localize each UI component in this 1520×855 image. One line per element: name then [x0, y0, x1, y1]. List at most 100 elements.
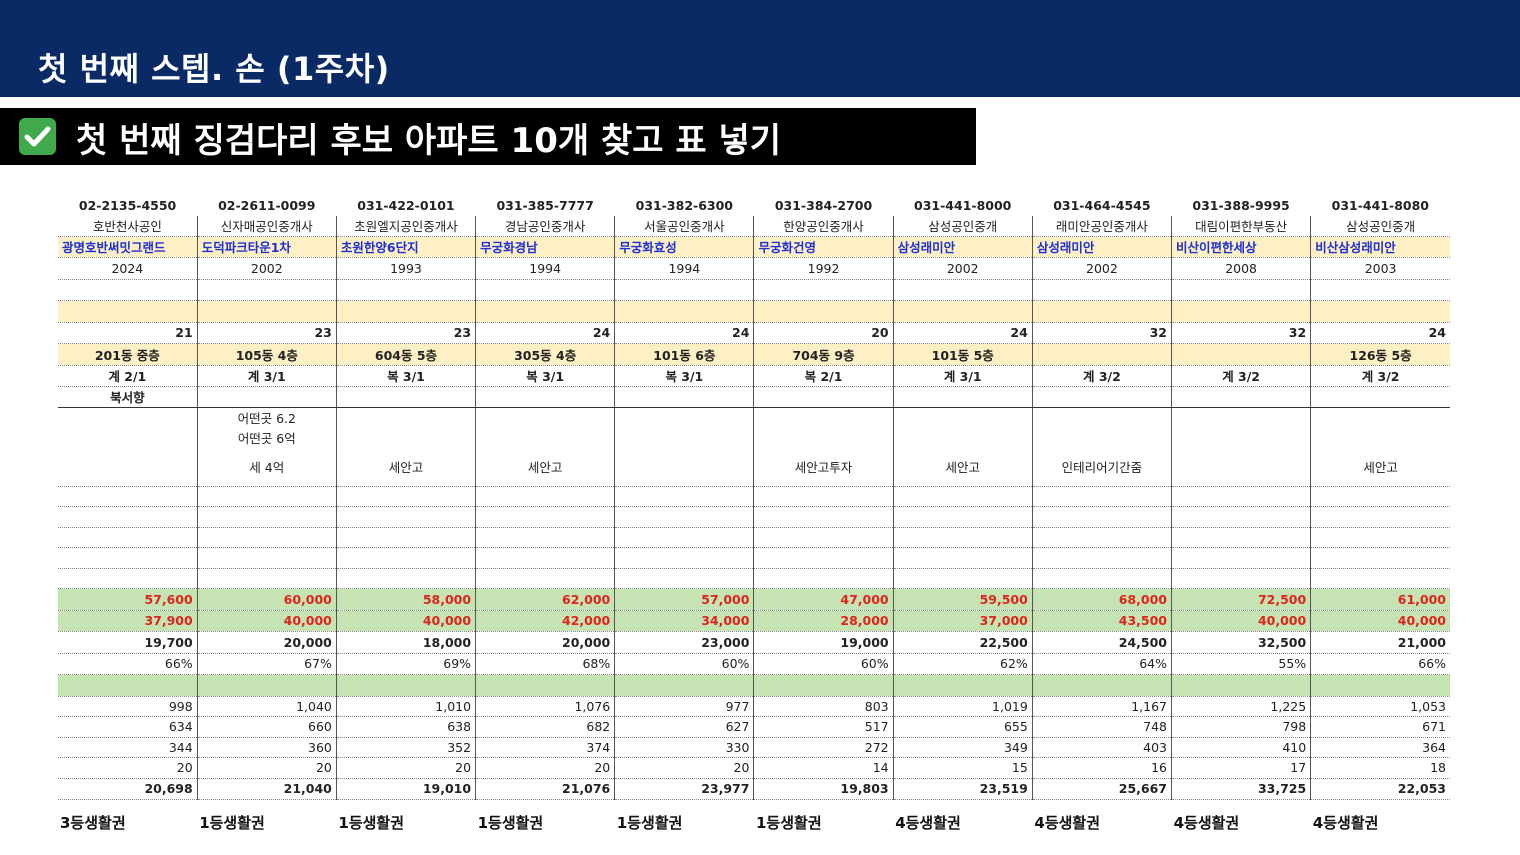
cell[interactable]: 무궁화효성 — [614, 236, 755, 258]
cell[interactable]: 서울공인중개사 — [614, 215, 755, 237]
cell[interactable]: 24,500 — [1032, 631, 1173, 654]
cell[interactable]: 998 — [58, 696, 198, 717]
cell[interactable]: 세안고 — [336, 448, 477, 487]
cell[interactable]: 68% — [475, 653, 616, 675]
cell[interactable]: 22,500 — [893, 631, 1033, 654]
cell[interactable] — [336, 407, 477, 428]
cell[interactable]: 경남공인중개사 — [475, 215, 616, 237]
cell[interactable] — [58, 486, 198, 507]
cell[interactable]: 748 — [1032, 716, 1173, 738]
cell[interactable]: 410 — [1171, 737, 1312, 758]
cell[interactable]: 374 — [475, 737, 616, 758]
cell[interactable]: 330 — [614, 737, 755, 758]
cell[interactable] — [475, 407, 616, 428]
cell[interactable]: 47,000 — [753, 588, 894, 611]
cell[interactable] — [58, 279, 198, 301]
cell[interactable] — [1171, 427, 1312, 448]
cell[interactable] — [753, 506, 894, 528]
cell[interactable] — [893, 568, 1033, 589]
cell[interactable]: 세안고 — [893, 448, 1033, 487]
cell[interactable]: 20 — [753, 322, 894, 344]
cell[interactable]: 24 — [475, 322, 616, 344]
cell[interactable]: 어떤곳 6.2 — [197, 407, 337, 428]
cell[interactable] — [1171, 486, 1312, 507]
cell[interactable] — [753, 427, 894, 448]
cell[interactable]: 어떤곳 6억 — [197, 427, 337, 448]
cell[interactable]: 20 — [475, 757, 616, 779]
cell[interactable]: 15 — [893, 757, 1033, 779]
cell[interactable] — [753, 386, 894, 408]
cell[interactable] — [893, 279, 1033, 301]
cell[interactable] — [1311, 407, 1450, 428]
cell[interactable]: 20,000 — [197, 631, 337, 654]
cell[interactable] — [336, 568, 477, 589]
cell[interactable] — [336, 486, 477, 507]
cell[interactable] — [753, 568, 894, 589]
cell[interactable]: 삼성공인중개 — [893, 215, 1033, 237]
cell[interactable]: 23,000 — [614, 631, 755, 654]
cell[interactable]: 604동 5층 — [336, 343, 477, 366]
cell[interactable]: 계 3/1 — [893, 365, 1033, 387]
cell[interactable]: 201동 중층 — [58, 343, 198, 366]
cell[interactable] — [336, 427, 477, 448]
cell[interactable]: 1,040 — [197, 696, 337, 717]
cell[interactable] — [753, 407, 894, 428]
cell[interactable]: 19,010 — [336, 778, 477, 800]
cell[interactable] — [1032, 547, 1173, 569]
cell[interactable] — [1310, 527, 1450, 548]
cell[interactable]: 126동 5층 — [1310, 343, 1450, 366]
cell[interactable]: 23 — [336, 322, 477, 344]
cell[interactable]: 1,053 — [1310, 696, 1450, 717]
cell[interactable]: 682 — [475, 716, 616, 738]
cell[interactable] — [1171, 448, 1312, 487]
cell[interactable]: 계 3/2 — [1171, 365, 1312, 387]
cell[interactable] — [1032, 486, 1173, 507]
cell[interactable] — [614, 386, 755, 408]
cell[interactable] — [1032, 300, 1173, 323]
cell[interactable]: 344 — [58, 737, 198, 758]
cell[interactable]: 031-382-6300 — [635, 197, 734, 213]
cell[interactable] — [893, 386, 1033, 408]
cell[interactable]: 32 — [1171, 322, 1312, 344]
cell[interactable] — [336, 506, 477, 528]
cell[interactable] — [893, 300, 1033, 323]
cell[interactable] — [475, 386, 616, 408]
cell[interactable] — [753, 674, 894, 697]
cell[interactable]: 58,000 — [336, 588, 477, 611]
cell[interactable]: 69% — [336, 653, 477, 675]
cell[interactable]: 660 — [197, 716, 337, 738]
cell[interactable]: 42,000 — [475, 610, 616, 632]
cell[interactable]: 105동 4층 — [197, 343, 337, 366]
cell[interactable] — [1171, 300, 1312, 323]
cell[interactable]: 비산삼성래미안 — [1310, 236, 1450, 258]
cell[interactable]: 803 — [753, 696, 894, 717]
cell[interactable]: 40,000 — [336, 610, 477, 632]
cell[interactable] — [614, 674, 755, 697]
cell[interactable]: 21 — [58, 322, 198, 344]
cell[interactable] — [1032, 427, 1173, 448]
cell[interactable]: 364 — [1310, 737, 1450, 758]
cell[interactable]: 66% — [1310, 653, 1450, 675]
cell[interactable]: 305동 4층 — [475, 343, 616, 366]
cell[interactable]: 무궁화경남 — [475, 236, 616, 258]
cell[interactable] — [753, 300, 894, 323]
cell[interactable]: 66% — [58, 653, 198, 675]
cell[interactable]: 72,500 — [1171, 588, 1312, 611]
cell[interactable]: 광명호반써밋그랜드 — [58, 236, 198, 258]
cell[interactable] — [336, 547, 477, 569]
cell[interactable] — [1310, 568, 1450, 589]
cell[interactable] — [336, 527, 477, 548]
cell[interactable]: 101동 6층 — [614, 343, 755, 366]
cell[interactable]: 삼성공인중개 — [1310, 215, 1450, 237]
cell[interactable] — [614, 527, 755, 548]
cell[interactable]: 세안고 — [475, 448, 616, 487]
cell[interactable]: 1994 — [614, 257, 755, 280]
cell[interactable] — [58, 527, 198, 548]
cell[interactable]: 2003 — [1310, 257, 1450, 280]
cell[interactable] — [336, 300, 477, 323]
cell[interactable] — [1032, 407, 1173, 428]
cell[interactable]: 272 — [753, 737, 894, 758]
cell[interactable]: 20,698 — [58, 778, 198, 800]
cell[interactable] — [893, 427, 1033, 448]
cell[interactable] — [197, 506, 337, 528]
